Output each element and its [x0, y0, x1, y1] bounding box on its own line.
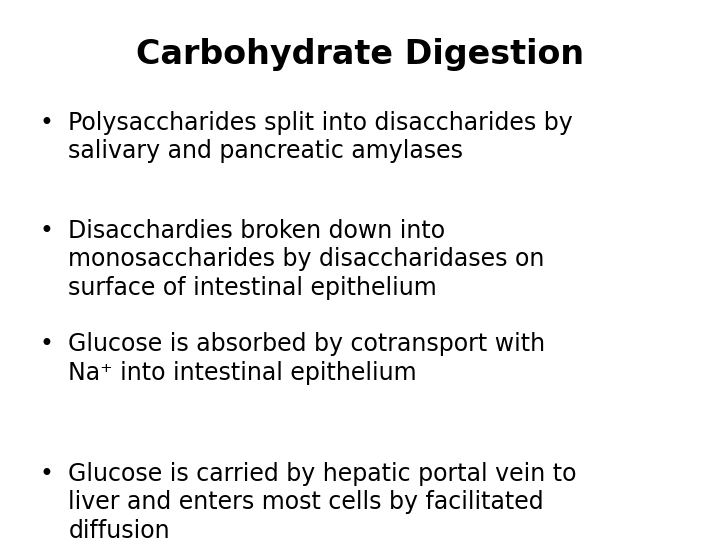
Text: Disacchardies broken down into
monosaccharides by disaccharidases on
surface of : Disacchardies broken down into monosacch… [68, 219, 545, 300]
Text: •: • [40, 219, 53, 242]
Text: •: • [40, 462, 53, 485]
Text: Polysaccharides split into disaccharides by
salivary and pancreatic amylases: Polysaccharides split into disaccharides… [68, 111, 573, 164]
Text: Carbohydrate Digestion: Carbohydrate Digestion [136, 38, 584, 71]
Text: •: • [40, 111, 53, 134]
Text: •: • [40, 332, 53, 356]
Text: Glucose is absorbed by cotransport with
Na⁺ into intestinal epithelium: Glucose is absorbed by cotransport with … [68, 332, 546, 385]
Text: Glucose is carried by hepatic portal vein to
liver and enters most cells by faci: Glucose is carried by hepatic portal vei… [68, 462, 577, 540]
